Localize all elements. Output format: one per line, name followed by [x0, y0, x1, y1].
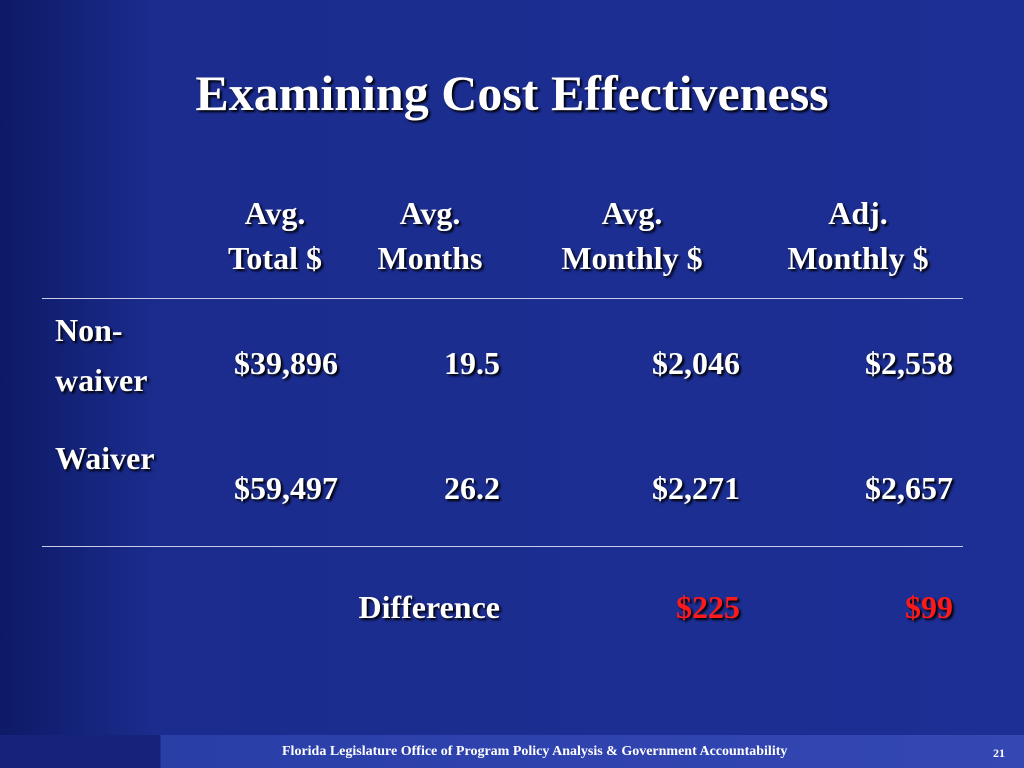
row-label: Non- — [55, 312, 123, 348]
column-header: Avg. — [601, 195, 663, 231]
rule — [42, 546, 963, 547]
column-header: Total $ — [228, 240, 322, 276]
column-header: Avg. — [244, 195, 306, 231]
cell-value: 19.5 — [444, 345, 500, 381]
cell-value: $2,558 — [865, 345, 953, 381]
difference-value: $99 — [905, 589, 953, 625]
cell-value: 26.2 — [444, 470, 500, 506]
cell-value: $2,271 — [652, 470, 740, 506]
column-header: Monthly $ — [787, 240, 929, 276]
difference-label: Difference — [358, 589, 500, 625]
page-number: 21 — [993, 746, 1005, 760]
footer-text: Florida Legislature Office of Program Po… — [282, 744, 788, 759]
column-header: Monthly $ — [561, 240, 703, 276]
footer-bar — [0, 735, 1024, 768]
slide-title: Examining Cost Effectiveness — [195, 65, 829, 121]
column-header: Months — [377, 240, 483, 276]
difference-value: $225 — [676, 589, 740, 625]
cell-value: $2,046 — [652, 345, 740, 381]
cell-value: $2,657 — [865, 470, 953, 506]
cell-value: $59,497 — [234, 470, 338, 506]
row-label: waiver — [55, 362, 148, 398]
column-header: Adj. — [828, 195, 888, 231]
row-label: Waiver — [55, 440, 155, 476]
cell-value: $39,896 — [234, 345, 338, 381]
rule — [42, 298, 963, 299]
column-header: Avg. — [399, 195, 461, 231]
